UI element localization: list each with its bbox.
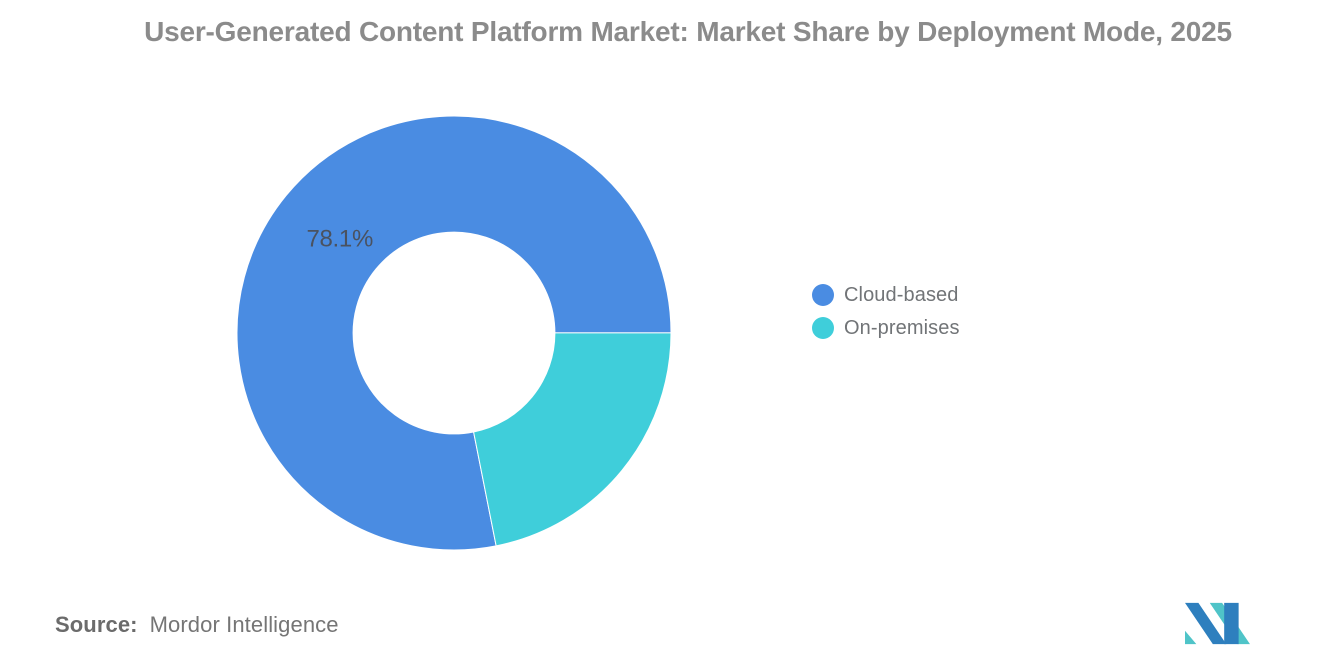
source-text: Mordor Intelligence xyxy=(149,612,339,637)
legend-marker-cloud-based xyxy=(812,284,834,306)
legend-label-on-premises: On-premises xyxy=(844,316,960,339)
donut-chart: 78.1% xyxy=(237,116,671,550)
source-line: Source: Mordor Intelligence xyxy=(55,612,339,638)
logo-teal-triangle xyxy=(1185,630,1197,645)
logo-blue-bar xyxy=(1224,602,1239,645)
legend-label-cloud-based: Cloud-based xyxy=(844,283,959,306)
source-label: Source: xyxy=(55,612,138,637)
mordor-intelligence-logo xyxy=(1185,602,1250,645)
legend: Cloud-based On-premises xyxy=(812,283,960,340)
slice-cloud-based[interactable] xyxy=(237,116,671,550)
logo-blue-diagonal xyxy=(1185,602,1227,645)
chart-title: User-Generated Content Platform Market: … xyxy=(144,16,1232,47)
legend-marker-on-premises xyxy=(812,317,834,339)
legend-item-cloud-based[interactable]: Cloud-based xyxy=(812,283,960,307)
legend-item-on-premises[interactable]: On-premises xyxy=(812,316,960,340)
slice-on-premises[interactable] xyxy=(473,332,671,547)
slice-data-label: 78.1% xyxy=(306,226,373,253)
